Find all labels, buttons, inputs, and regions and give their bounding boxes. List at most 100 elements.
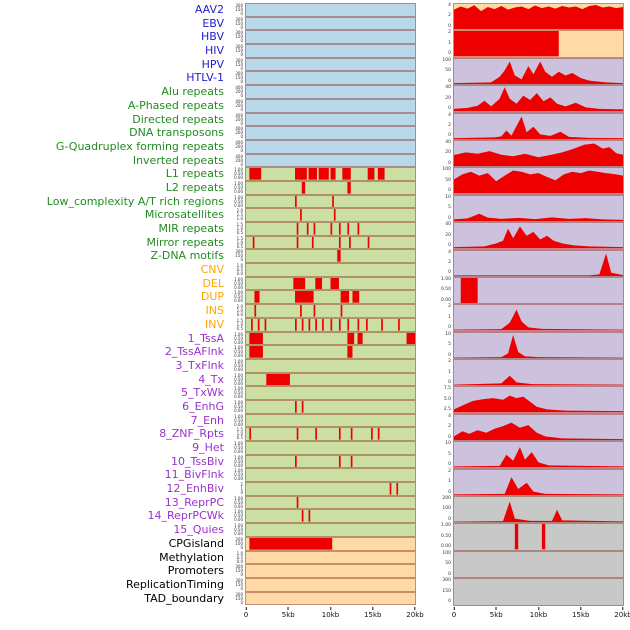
x-tick-label: 5kb <box>281 611 295 619</box>
track-plot <box>454 253 623 276</box>
left-panels-column: 300 150 0 300 150 0 300 150 0 300 150 0 300 150 0 300 15… <box>228 3 416 606</box>
track-bar <box>301 181 306 194</box>
track-bar <box>295 168 307 180</box>
track-plot <box>300 209 336 221</box>
y-tick-label: 40 <box>445 85 451 91</box>
y-tick-label: 2 <box>448 304 451 310</box>
y-tick-label: 0.50 <box>234 472 243 478</box>
y-tick-label: 0 <box>448 352 451 358</box>
track-bar <box>338 318 341 331</box>
track-label: 11_BivFlnk <box>164 468 224 482</box>
track-plot <box>454 476 623 496</box>
right-panels-column: 4 2 0 2 1 0 100 50 0 40 20 0 4 2 0 40 20 0 100 50 0 10 5 0 40 20 0… <box>416 3 624 606</box>
track-row: 1.5 1.0 0.5 <box>228 317 416 332</box>
track-bar <box>296 223 299 235</box>
y-tick-label: 300 <box>235 577 243 583</box>
track-bar <box>249 428 252 440</box>
x-tick-mark <box>372 607 374 610</box>
right-track-panel <box>453 112 624 140</box>
y-tick-label: 0.00 <box>234 407 243 413</box>
x-tick-mark <box>414 607 416 610</box>
track-bar <box>357 318 360 331</box>
track-bar <box>454 31 559 57</box>
y-tick-label: 0.50 <box>234 445 243 450</box>
track-area <box>454 5 623 30</box>
track-plot <box>246 31 415 43</box>
track-label: 1_TssA <box>187 331 224 345</box>
y-tick-label: 1.00 <box>234 495 243 501</box>
track-plot <box>454 422 623 441</box>
right-track-row: 200 100 0 <box>416 496 624 524</box>
y-tick-label: 4 <box>448 112 451 118</box>
y-tick-label: 0 <box>240 490 243 496</box>
right-track-panel <box>453 276 624 305</box>
track-area <box>454 116 623 139</box>
y-tick-label: 300 <box>235 57 243 63</box>
track-plot <box>246 387 415 399</box>
track-label: 5_TxWk <box>181 386 224 400</box>
y-tick-label: 0.00 <box>234 175 243 181</box>
track-label: HIV <box>204 44 224 58</box>
track-row: 1.5 1.0 0.5 <box>228 427 416 441</box>
y-tick-label: 1.00 <box>234 331 243 337</box>
y-tick-label: 0 <box>240 120 243 126</box>
track-label: MIR repeats <box>158 222 224 235</box>
track-bar <box>301 400 304 413</box>
x-tick-label: 0 <box>243 611 249 619</box>
track-label: HTLV-1 <box>186 71 224 85</box>
y-axis-tick-labels: 200 100 0 <box>228 537 245 551</box>
y-axis-tick-labels: 1.00 0.50 0.00 <box>228 181 245 195</box>
y-axis-tick-labels: 40 20 0 <box>416 85 453 112</box>
y-tick-label: 0.5 <box>236 243 243 249</box>
y-tick-label: 1.5 <box>236 222 243 227</box>
track-plot <box>246 415 415 427</box>
right-track-panel <box>453 139 624 168</box>
y-tick-label: 0 <box>448 379 451 385</box>
left-track-panel <box>245 591 416 606</box>
y-tick-label: 1.00 <box>234 523 243 529</box>
left-track-panel <box>245 208 416 222</box>
track-bar <box>295 400 297 413</box>
right-track-row: 4 2 0 <box>416 112 624 140</box>
y-tick-label: 1.00 <box>234 167 243 173</box>
left-track-panel <box>245 482 416 496</box>
right-track-row: 40 20 0 <box>416 222 624 250</box>
track-plot <box>246 114 415 126</box>
track-row: 300 150 0 <box>228 44 416 58</box>
y-tick-label: 2.0 <box>236 208 243 214</box>
track-label: Z-DNA motifs <box>150 249 224 263</box>
y-axis-tick-labels: 300 150 0 <box>228 44 245 58</box>
track-area <box>454 87 623 112</box>
track-plot <box>249 168 385 180</box>
track-label: CNV <box>200 263 224 277</box>
track-bar <box>308 510 311 523</box>
track-plot <box>296 223 360 235</box>
track-bar <box>371 428 373 440</box>
track-plot <box>454 116 623 139</box>
left-track-panel <box>245 413 416 428</box>
y-axis-tick-labels: 300 150 0 <box>228 564 245 578</box>
track-plot <box>389 483 399 495</box>
y-tick-label: 0.50 <box>234 184 243 190</box>
x-tick-mark <box>622 607 624 610</box>
y-tick-label: 200 <box>235 89 243 95</box>
y-axis-tick-labels: 2.0 1.5 1.0 <box>228 208 245 222</box>
y-tick-label: 2 <box>448 123 451 128</box>
y-tick-label: 2 <box>448 468 451 474</box>
track-bar <box>264 318 267 331</box>
right-track-row: 2 1 0 <box>416 468 624 497</box>
track-label: 4_Tx <box>198 372 224 386</box>
track-label: L1 repeats <box>165 167 224 181</box>
y-tick-label: 1.00 <box>234 290 243 296</box>
track-bar <box>308 318 311 331</box>
track-plot <box>246 59 415 71</box>
track-label: CPGisland <box>168 536 224 550</box>
track-bar <box>357 223 360 235</box>
track-label: 6_EnhG <box>182 399 224 413</box>
track-bar <box>398 318 400 331</box>
track-plot <box>249 428 380 440</box>
y-tick-label: 1 <box>240 486 243 492</box>
track-plot <box>454 552 623 577</box>
y-tick-label: 150 <box>235 595 243 601</box>
x-axis-tick: 15kb <box>364 607 381 619</box>
